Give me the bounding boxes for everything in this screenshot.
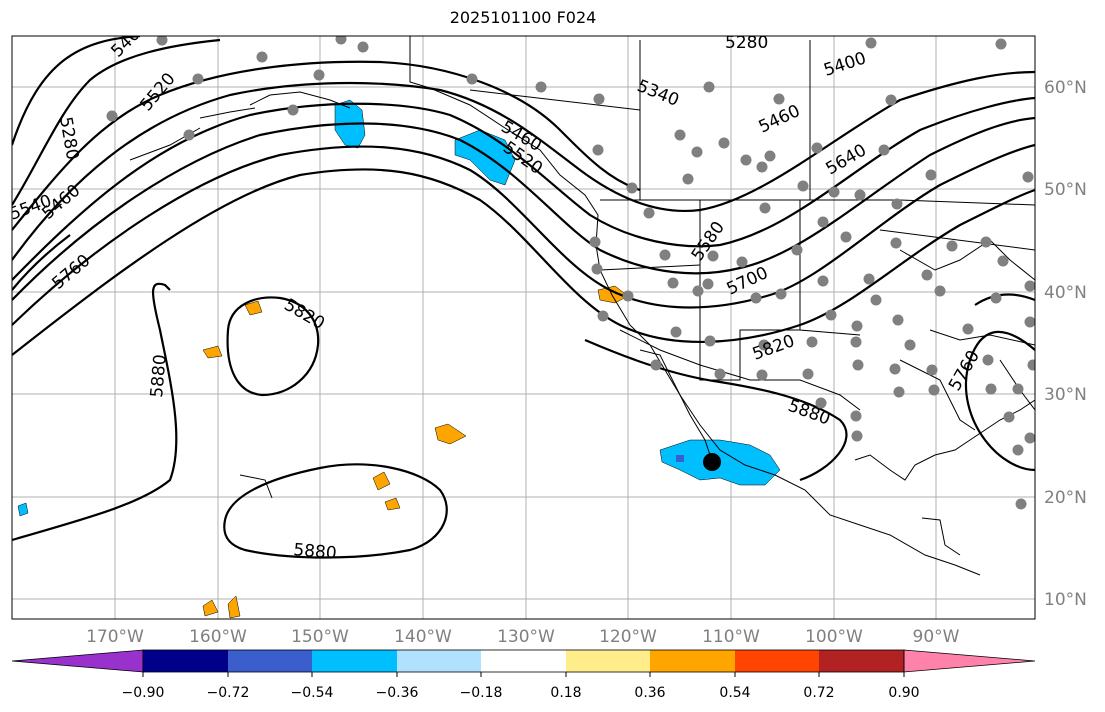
lon-label: 100°W [805,627,863,647]
lat-label: 40°N [1044,283,1087,303]
map-title: 2025101100 F024 [449,8,597,27]
station-dots [106,36,1035,510]
lat-label: 50°N [1044,180,1087,200]
lon-label: 150°W [291,627,349,647]
colorbar-segment [312,650,397,672]
colorbar-tick-label: −0.54 [291,685,334,701]
colorbar-segment [228,650,312,672]
colorbar-tick-label: 0.36 [634,685,665,701]
lon-label: 120°W [599,627,657,647]
contour-label: 5280 [725,33,768,53]
colorbar-segment [397,650,481,672]
colorbar-segment [143,650,228,672]
colorbar-frame [142,649,905,673]
map-frame [11,35,1036,620]
height-contours [12,36,1035,559]
latitude-labels: 60°N 50°N 40°N 30°N 20°N 10°N [1044,78,1087,610]
lat-label: 20°N [1044,488,1087,508]
colorbar-segment [819,650,904,672]
colorbar-tick-label: 0.90 [888,685,919,701]
colorbar-tick-label: 0.72 [803,685,834,701]
colorbar [11,649,1036,677]
colorbar-tick-label: 0.18 [550,685,581,701]
colorbar-tick-label: −0.90 [122,685,165,701]
lon-label: 90°W [913,627,960,647]
lon-label: 110°W [702,627,760,647]
map-area [12,36,1035,619]
gridlines [12,36,1035,619]
contour-label: 5880 [293,540,338,564]
lat-label: 10°N [1044,590,1087,610]
coastlines [129,36,1035,576]
contour-label: 5880 [147,354,171,399]
lon-label: 160°W [189,627,247,647]
colorbar-tick-label: −0.72 [207,685,250,701]
lat-label: 60°N [1044,78,1087,98]
longitude-labels: 170°W 160°W 150°W 140°W 130°W 120°W 110°… [86,627,960,647]
colorbar-segment [481,650,566,672]
highlight-station-marker [703,453,721,471]
colorbar-segment [650,650,735,672]
colorbar-ticks: −0.90 −0.72 −0.54 −0.36 −0.18 0.18 0.36 … [122,685,920,701]
lon-label: 170°W [86,627,144,647]
colorbar-tick-label: 0.54 [719,685,750,701]
colorbar-tick-label: −0.36 [376,685,419,701]
colorbar-segment [735,650,819,672]
lon-label: 130°W [497,627,555,647]
lon-label: 140°W [394,627,452,647]
lat-label: 30°N [1044,385,1087,405]
colorbar-extend-high [903,649,1036,673]
colorbar-tick-label: −0.18 [460,685,503,701]
colorbar-extend-low [11,649,144,673]
colorbar-segment [566,650,650,672]
